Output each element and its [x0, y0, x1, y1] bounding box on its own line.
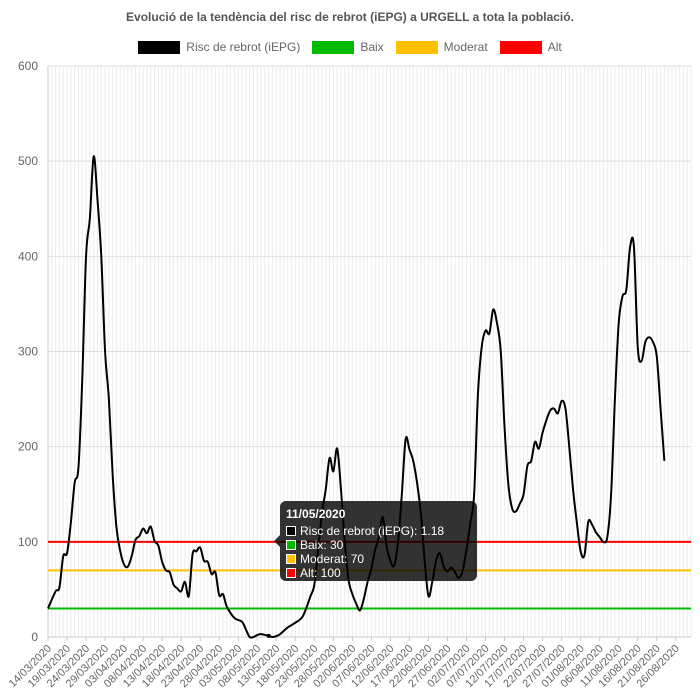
legend-item-risc[interactable]: Risc de rebrot (iEPG) [138, 40, 300, 54]
legend-label-alt: Alt [547, 40, 562, 54]
tooltip-row-baix: Baix: 30 [286, 538, 471, 552]
legend-label-baix: Baix [360, 40, 384, 54]
y-tick-label: 400 [18, 249, 38, 263]
data-point-hover [266, 633, 271, 638]
tooltip-row-alt: Alt: 100 [286, 566, 471, 580]
y-tick-label: 100 [18, 535, 38, 549]
tooltip-swatch-risc [286, 526, 296, 536]
tooltip-date: 11/05/2020 [286, 507, 346, 521]
tooltip-row-moderat: Moderat: 70 [286, 552, 471, 566]
y-tick-label: 300 [18, 345, 38, 359]
tooltip-swatch-moderat [286, 554, 296, 564]
chart-tooltip: 11/05/2020 Risc de rebrot (iEPG): 1.18 B… [274, 501, 477, 581]
legend-label-risc: Risc de rebrot (iEPG) [186, 40, 301, 54]
legend-swatch-risc [138, 40, 181, 54]
y-tick-label: 200 [18, 440, 38, 454]
tooltip-swatch-baix [286, 540, 296, 550]
chart-legend: Risc de rebrot (iEPG) Baix Moderat Alt [0, 40, 700, 54]
y-tick-label: 500 [18, 154, 38, 168]
legend-swatch-alt [499, 40, 542, 54]
legend-swatch-moderat [395, 40, 438, 54]
tooltip-text-moderat: Moderat: 70 [300, 552, 365, 566]
legend-item-baix[interactable]: Baix [312, 40, 384, 54]
legend-swatch-baix [312, 40, 355, 54]
tooltip-text-risc: Risc de rebrot (iEPG): 1.18 [300, 524, 445, 538]
tooltip-text-baix: Baix: 30 [300, 538, 344, 552]
legend-label-moderat: Moderat [443, 40, 488, 54]
legend-item-moderat[interactable]: Moderat [395, 40, 488, 54]
legend-item-alt[interactable]: Alt [499, 40, 562, 54]
y-tick-label: 0 [31, 630, 38, 644]
tooltip-row-risc: Risc de rebrot (iEPG): 1.18 [286, 524, 471, 538]
tooltip-swatch-alt [286, 568, 296, 578]
chart-title: Evolució de la tendència del risc de reb… [126, 10, 574, 24]
tooltip-text-alt: Alt: 100 [300, 566, 341, 580]
y-tick-label: 600 [18, 59, 38, 73]
